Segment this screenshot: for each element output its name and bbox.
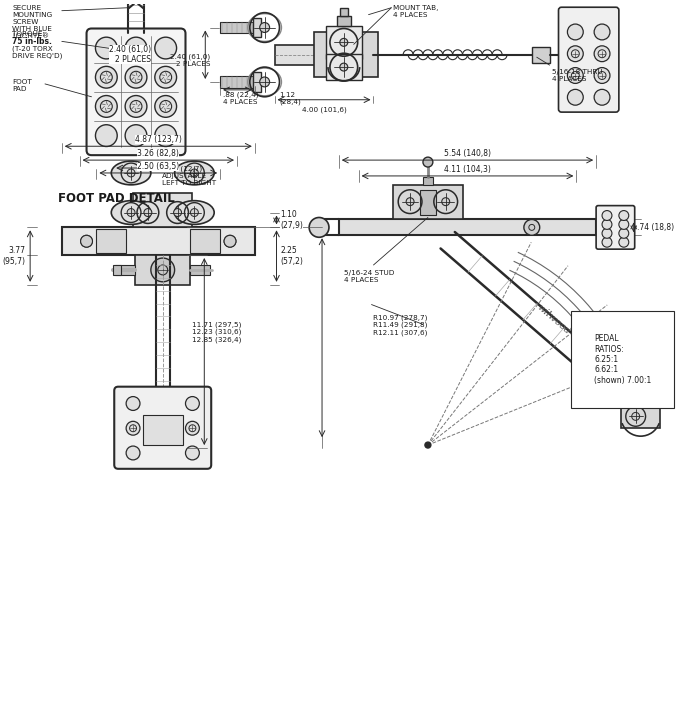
Bar	[337, 16, 351, 26]
FancyBboxPatch shape	[596, 206, 635, 249]
Circle shape	[631, 413, 640, 421]
Circle shape	[186, 421, 199, 435]
Circle shape	[125, 66, 147, 88]
Circle shape	[224, 236, 236, 247]
Bar	[133, 193, 192, 227]
Circle shape	[619, 211, 629, 221]
Circle shape	[155, 96, 176, 117]
Text: 4.11 (104,3): 4.11 (104,3)	[444, 165, 491, 174]
Circle shape	[224, 236, 236, 247]
Circle shape	[186, 396, 199, 411]
Circle shape	[260, 77, 270, 87]
Bar	[274, 45, 374, 65]
Text: 1.10
(27,9): 1.10 (27,9)	[281, 210, 303, 230]
Circle shape	[602, 211, 612, 221]
Circle shape	[155, 125, 176, 146]
Circle shape	[155, 66, 176, 88]
Circle shape	[568, 89, 583, 105]
Circle shape	[126, 421, 140, 435]
Circle shape	[174, 208, 181, 216]
Bar	[339, 219, 596, 236]
Bar	[97, 229, 126, 253]
Circle shape	[190, 169, 198, 177]
Circle shape	[80, 236, 92, 247]
Text: .74 (18,8): .74 (18,8)	[637, 223, 674, 232]
Circle shape	[126, 446, 140, 460]
Circle shape	[127, 208, 135, 216]
Ellipse shape	[174, 161, 214, 185]
Bar	[420, 190, 436, 214]
Circle shape	[309, 218, 329, 237]
Circle shape	[155, 37, 176, 59]
Text: 75 in-lbs.: 75 in-lbs.	[13, 37, 52, 46]
Bar	[253, 72, 260, 92]
Bar	[190, 229, 220, 253]
Bar	[621, 403, 660, 428]
Circle shape	[406, 198, 414, 206]
Circle shape	[125, 125, 147, 146]
Circle shape	[127, 169, 135, 177]
Text: 2.40 (61,0)
2 PLACES: 2.40 (61,0) 2 PLACES	[108, 45, 151, 64]
Circle shape	[602, 228, 612, 238]
Circle shape	[95, 66, 117, 88]
Circle shape	[619, 219, 629, 229]
Text: PEDAL
RATIOS:
6.25:1
6.62:1
(shown) 7.00:1: PEDAL RATIOS: 6.25:1 6.62:1 (shown) 7.00…	[594, 334, 652, 385]
Bar	[220, 76, 255, 88]
Text: 5/16-18 THRU
4 PLACES: 5/16-18 THRU 4 PLACES	[552, 69, 602, 82]
Circle shape	[568, 46, 583, 61]
Text: R10.97 (278,7)
R11.49 (291,8)
R12.11 (307,6): R10.97 (278,7) R11.49 (291,8) R12.11 (30…	[374, 314, 428, 336]
Circle shape	[340, 63, 348, 71]
Circle shape	[602, 219, 612, 229]
Text: 2.50 (63,5): 2.50 (63,5)	[137, 162, 179, 171]
Text: FOOT
PAD: FOOT PAD	[13, 79, 32, 92]
Text: 11.71 (297,5)
12.23 (310,6)
12.85 (326,4): 11.71 (297,5) 12.23 (310,6) 12.85 (326,4…	[193, 321, 242, 343]
Text: .500 (12,7)
ADJUSTABLE
LEFT TO RIGHT: .500 (12,7) ADJUSTABLE LEFT TO RIGHT	[162, 165, 216, 186]
Bar	[190, 265, 210, 275]
Circle shape	[126, 396, 140, 411]
Text: MOUNT TAB,
4 PLACES: MOUNT TAB, 4 PLACES	[393, 5, 439, 18]
Circle shape	[425, 442, 431, 448]
Text: 3.26 (82,8): 3.26 (82,8)	[137, 149, 179, 158]
Circle shape	[95, 125, 117, 146]
Circle shape	[568, 24, 583, 40]
Bar	[113, 265, 121, 275]
Circle shape	[442, 198, 449, 206]
Circle shape	[594, 68, 610, 84]
Circle shape	[594, 24, 610, 40]
Text: 4.87 (123,7): 4.87 (123,7)	[135, 135, 182, 144]
Text: TORQUE:: TORQUE:	[13, 31, 46, 37]
Text: 5.54 (140,8): 5.54 (140,8)	[444, 149, 491, 158]
Text: 4.00 (101,6): 4.00 (101,6)	[302, 106, 346, 114]
Circle shape	[190, 208, 198, 216]
Circle shape	[619, 228, 629, 238]
Circle shape	[186, 446, 199, 460]
Circle shape	[423, 157, 433, 167]
Circle shape	[602, 237, 612, 247]
Ellipse shape	[174, 201, 214, 224]
Circle shape	[568, 68, 583, 84]
Text: 2.25
(57,2): 2.25 (57,2)	[281, 246, 303, 266]
Text: 1.12
(28,4): 1.12 (28,4)	[279, 92, 301, 106]
Ellipse shape	[111, 201, 151, 224]
Text: SECURE
MOUNTING
SCREW
WITH BLUE
LOCTITE®: SECURE MOUNTING SCREW WITH BLUE LOCTITE®	[13, 5, 52, 39]
Ellipse shape	[111, 161, 151, 185]
Circle shape	[594, 46, 610, 61]
Bar	[326, 54, 362, 80]
FancyBboxPatch shape	[559, 7, 619, 112]
FancyBboxPatch shape	[114, 387, 211, 469]
Bar	[143, 416, 183, 445]
Circle shape	[594, 89, 610, 105]
Text: 2.40 (61,0)
2 PLACES: 2.40 (61,0) 2 PLACES	[170, 54, 210, 67]
Circle shape	[95, 96, 117, 117]
Bar	[314, 32, 379, 77]
Bar	[253, 18, 260, 37]
Text: wilwood: wilwood	[536, 303, 573, 336]
Circle shape	[125, 96, 147, 117]
Bar	[393, 185, 463, 219]
Bar	[532, 47, 550, 63]
Text: (T-20 TORX
DRIVE REQ'D): (T-20 TORX DRIVE REQ'D)	[13, 45, 63, 59]
Circle shape	[619, 237, 629, 247]
Circle shape	[340, 39, 348, 46]
Circle shape	[125, 37, 147, 59]
Bar	[62, 227, 255, 255]
